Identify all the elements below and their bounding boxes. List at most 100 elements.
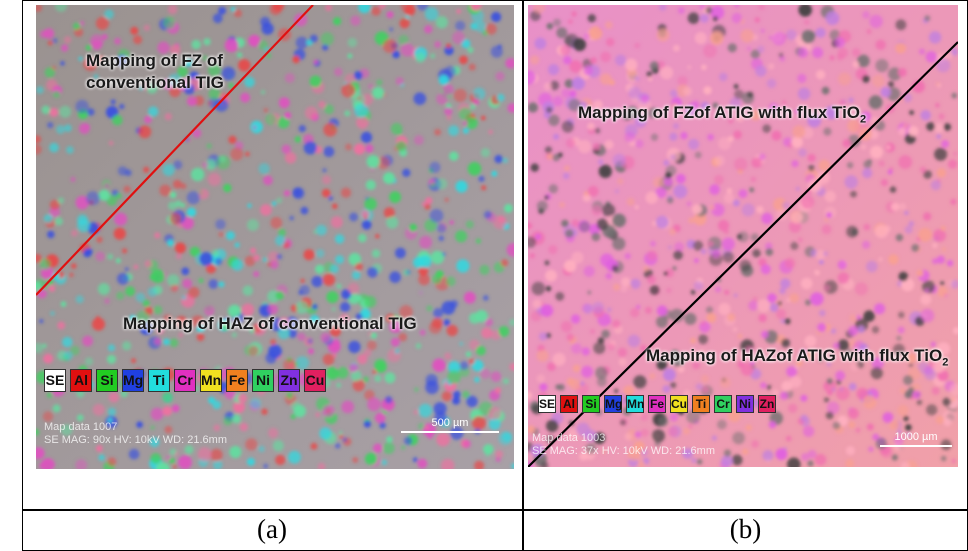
texture-dot [545, 260, 550, 265]
texture-dot [64, 124, 72, 132]
texture-dot [287, 392, 293, 398]
texture-dot [756, 206, 763, 213]
texture-dot [838, 272, 850, 284]
annotation: Mapping of HAZof ATIG with flux TiO2 [646, 345, 948, 373]
texture-dot [109, 141, 114, 146]
texture-dot [261, 409, 267, 415]
texture-dot [187, 138, 191, 142]
texture-dot [697, 459, 703, 465]
texture-dot [463, 128, 469, 134]
texture-dot [898, 68, 907, 77]
texture-dot [383, 39, 397, 53]
texture-dot [545, 270, 557, 282]
texture-dot [863, 310, 874, 321]
texture-dot [561, 321, 572, 332]
texture-dot [163, 339, 170, 346]
texture-dot [748, 301, 758, 311]
texture-dot [898, 327, 905, 334]
texture-dot [39, 319, 43, 323]
texture-dot [59, 106, 71, 118]
texture-dot [330, 264, 339, 273]
texture-dot [212, 250, 219, 257]
texture-dot [99, 190, 110, 201]
texture-dot [658, 416, 668, 426]
texture-dot [199, 252, 213, 266]
texture-dot [688, 12, 700, 24]
texture-dot [476, 238, 481, 243]
texture-dot [676, 174, 686, 184]
texture-dot [786, 436, 792, 442]
texture-dot [47, 393, 52, 398]
texture-dot [888, 81, 894, 87]
texture-dot [460, 361, 469, 370]
texture-dot [53, 91, 60, 98]
texture-dot [807, 460, 813, 466]
texture-dot [401, 445, 406, 450]
texture-dot [234, 9, 242, 17]
texture-dot [322, 168, 326, 172]
texture-dot [447, 325, 458, 336]
texture-dot [44, 214, 53, 223]
texture-dot [896, 234, 903, 241]
texture-dot [856, 315, 860, 319]
texture-dot [437, 223, 447, 233]
texture-dot [937, 84, 941, 88]
texture-dot [259, 163, 270, 174]
texture-dot [361, 132, 372, 143]
texture-dot [296, 37, 308, 49]
texture-dot [491, 12, 501, 22]
texture-dot [648, 77, 652, 81]
texture-dot [469, 64, 476, 71]
texture-dot [75, 100, 88, 113]
texture-dot [332, 307, 336, 311]
texture-dot [733, 130, 742, 139]
texture-dot [310, 35, 318, 43]
texture-dot [767, 293, 777, 303]
texture-dot [45, 67, 55, 77]
texture-dot [569, 60, 582, 73]
texture-dot [804, 19, 810, 25]
texture-dot [546, 420, 558, 432]
texture-dot [61, 301, 67, 307]
texture-dot [788, 404, 797, 413]
texture-dot [143, 167, 149, 173]
texture-dot [867, 29, 872, 34]
texture-dot [248, 346, 258, 356]
texture-dot [502, 432, 512, 442]
texture-dot [531, 163, 539, 171]
texture-dot [899, 272, 909, 282]
texture-dot [808, 154, 816, 162]
texture-dot [539, 332, 547, 340]
texture-dot [691, 290, 696, 295]
texture-dot [244, 77, 255, 88]
texture-dot [896, 19, 907, 30]
texture-dot [727, 313, 735, 321]
texture-dot [202, 162, 208, 168]
texture-dot [119, 104, 124, 109]
texture-dot [720, 377, 731, 388]
texture-dot [798, 148, 807, 157]
map-info: Map data 1003SE MAG: 37x HV: 10kV WD: 21… [532, 432, 715, 458]
texture-dot [419, 236, 432, 249]
texture-dot [48, 41, 53, 46]
texture-dot [352, 457, 358, 463]
texture-dot [620, 419, 626, 425]
texture-dot [571, 11, 576, 16]
texture-dot [497, 94, 505, 102]
map-info-line: Map data 1007 [44, 421, 227, 434]
texture-dot [791, 160, 798, 167]
texture-dot [615, 189, 620, 194]
texture-dot [342, 437, 347, 442]
texture-dot [396, 141, 407, 152]
texture-dot [694, 281, 703, 290]
texture-dot [434, 41, 441, 48]
texture-dot [116, 193, 122, 199]
texture-dot [852, 48, 861, 57]
texture-dot [896, 336, 901, 341]
texture-dot [537, 374, 546, 383]
texture-dot [848, 421, 855, 428]
texture-dot [386, 436, 392, 442]
texture-dot [481, 327, 492, 338]
texture-dot [442, 391, 452, 401]
texture-dot [338, 431, 342, 435]
